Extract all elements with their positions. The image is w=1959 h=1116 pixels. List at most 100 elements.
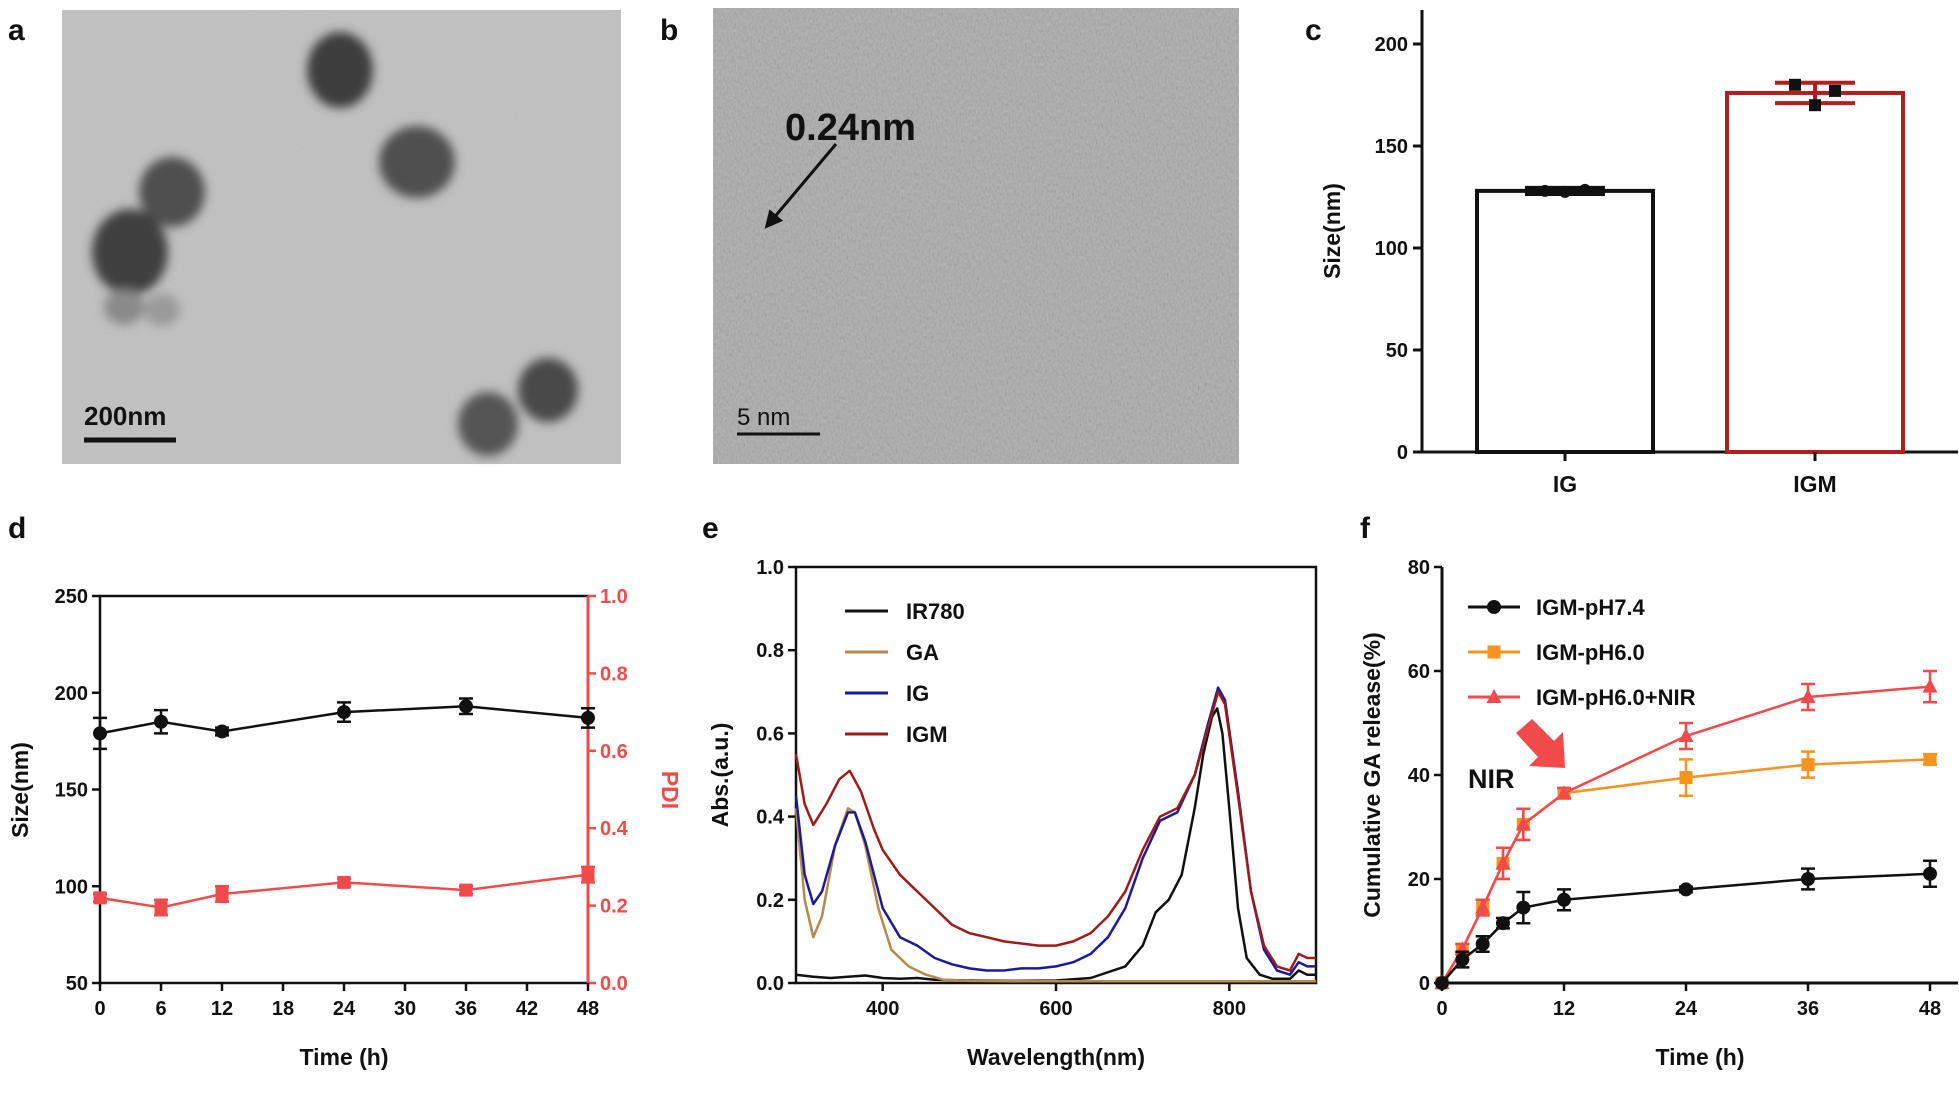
scale-bar-label-a: 200nm bbox=[84, 401, 166, 431]
point-igm-ph6-0-nir bbox=[1678, 728, 1694, 742]
panel-label-d: d bbox=[8, 512, 26, 545]
x-tick-label-d: 24 bbox=[333, 998, 356, 1020]
point-size bbox=[215, 724, 229, 739]
point-igm-ph7-4 bbox=[1475, 937, 1490, 951]
y-axis-label-d: Size(nm) bbox=[7, 742, 33, 838]
point-igm-ph6-0 bbox=[1801, 758, 1815, 772]
y-tick-label-e: 1.0 bbox=[756, 557, 784, 579]
spectrum-ir780 bbox=[795, 707, 1316, 983]
y-tick-label-f: 40 bbox=[1408, 765, 1430, 787]
scale-bar-label-b: 5 nm bbox=[737, 404, 790, 431]
panel-label-f: f bbox=[1360, 512, 1371, 545]
y-tick-label-e: 0.4 bbox=[756, 807, 785, 829]
point-igm-ph6-0-nir bbox=[1495, 855, 1511, 870]
point-igm-ph6-0-nir bbox=[1556, 785, 1572, 800]
x-tick-label-e: 600 bbox=[1039, 998, 1072, 1020]
panel-label-c: c bbox=[1305, 14, 1322, 47]
point-igm-ph6-0-nir bbox=[1922, 678, 1938, 693]
x-axis-label-f: Time (h) bbox=[1655, 1044, 1744, 1070]
y2-tick-label-d: 0.0 bbox=[600, 973, 628, 995]
x-tick-label-f: 36 bbox=[1797, 998, 1819, 1020]
y-tick-label-c: 100 bbox=[1375, 238, 1408, 260]
point-igm bbox=[1809, 99, 1821, 112]
point-igm-ph6-0-nir bbox=[1800, 689, 1816, 703]
tem-image-a: 200nm bbox=[62, 10, 621, 464]
x-tick-label-d: 30 bbox=[394, 998, 416, 1020]
y-tick-label-c: 50 bbox=[1386, 340, 1408, 362]
y-tick-label-e: 0.8 bbox=[756, 640, 784, 662]
point-pdi bbox=[459, 883, 473, 897]
nir-annotation-label: NIR bbox=[1468, 764, 1515, 794]
chart-f-release: 0 20 40 60 80 0 12 24 36 48 Time (h) Cumulative GA … bbox=[1359, 557, 1958, 1070]
legend-marker-igm-ph6-0 bbox=[1487, 645, 1501, 659]
point-pdi bbox=[154, 901, 168, 915]
legend-label-igm-ph6-0-nir: IGM-pH6.0+NIR bbox=[1536, 685, 1696, 710]
legend-label-ir780: IR780 bbox=[906, 599, 965, 624]
point-igm-ph7-4 bbox=[1496, 916, 1510, 931]
y-tick-label-d: 100 bbox=[55, 876, 88, 898]
point-igm-ph6-0 bbox=[1679, 771, 1693, 785]
x-tick-label-d: 48 bbox=[577, 998, 599, 1020]
point-ig bbox=[1539, 184, 1551, 197]
point-igm-ph6-0-nir bbox=[1475, 899, 1491, 914]
chart-c-size-bar: 0 50 100 150 200 Size(nm) IG IGM bbox=[1319, 10, 1958, 497]
panel-label-e: e bbox=[702, 512, 719, 545]
point-igm-ph7-4 bbox=[1455, 952, 1470, 967]
x-tick-label-d: 18 bbox=[272, 998, 294, 1020]
point-size bbox=[93, 726, 107, 741]
y2-tick-label-d: 0.4 bbox=[600, 818, 629, 840]
y-axis-label-e: Abs.(a.u.) bbox=[707, 723, 733, 828]
x-tick-label-f: 0 bbox=[1436, 998, 1447, 1020]
x-tick-label-d: 6 bbox=[155, 998, 166, 1020]
legend-label-igm-ph6-0: IGM-pH6.0 bbox=[1536, 640, 1645, 665]
x-tick-label-f: 48 bbox=[1919, 998, 1941, 1020]
y-tick-label-f: 80 bbox=[1408, 557, 1430, 579]
point-igm-ph6-0 bbox=[1923, 752, 1937, 766]
x-axis-label-d: Time (h) bbox=[299, 1044, 388, 1070]
legend-label-ig: IG bbox=[906, 681, 929, 706]
point-size bbox=[154, 714, 168, 729]
point-pdi bbox=[215, 887, 229, 901]
legend-label-igm: IGM bbox=[906, 722, 948, 747]
point-igm bbox=[1789, 78, 1801, 91]
y-tick-label-d: 150 bbox=[55, 780, 88, 802]
y-tick-label-e: 0.0 bbox=[756, 973, 784, 995]
point-size bbox=[337, 705, 351, 720]
y-tick-label-c: 150 bbox=[1375, 136, 1408, 158]
point-ig bbox=[1559, 185, 1571, 198]
y2-tick-label-d: 0.8 bbox=[600, 663, 628, 685]
legend-marker-igm-ph6-0-nir bbox=[1486, 689, 1502, 703]
y-tick-label-c: 200 bbox=[1375, 34, 1408, 56]
y-tick-label-e: 0.2 bbox=[756, 890, 784, 912]
y-tick-label-c: 0 bbox=[1397, 442, 1408, 464]
point-igm-ph7-4 bbox=[1923, 866, 1937, 881]
y-axis-label-c: Size(nm) bbox=[1319, 183, 1345, 279]
y-tick-label-d: 200 bbox=[55, 683, 88, 705]
plot-frame-d bbox=[98, 594, 590, 985]
panel-label-a: a bbox=[8, 14, 25, 47]
point-size bbox=[581, 710, 595, 725]
chart-e-absorbance: 0.0 0.2 0.4 0.6 0.8 1.0 400 600 800 Wavelength(nm… bbox=[707, 557, 1318, 1070]
y-tick-label-e: 0.6 bbox=[756, 723, 784, 745]
point-igm bbox=[1829, 84, 1841, 97]
x-tick-label-f: 24 bbox=[1675, 998, 1698, 1020]
y2-tick-label-d: 0.2 bbox=[600, 896, 628, 918]
legend-marker-igm-ph7-4 bbox=[1487, 600, 1501, 614]
y-tick-label-d: 50 bbox=[66, 973, 88, 995]
point-pdi bbox=[337, 875, 351, 889]
y-tick-label-f: 0 bbox=[1419, 973, 1430, 995]
lattice-spacing-label: 0.24nm bbox=[785, 107, 916, 149]
point-igm-ph7-4 bbox=[1801, 872, 1815, 886]
x-tick-label-f: 12 bbox=[1553, 998, 1575, 1020]
point-pdi bbox=[93, 891, 107, 905]
point-igm-ph6-0-nir bbox=[1515, 816, 1531, 831]
legend-label-igm-ph7-4: IGM-pH7.4 bbox=[1536, 595, 1646, 620]
point-igm-ph7-4 bbox=[1435, 976, 1449, 990]
y2-axis-label-d: PDI bbox=[657, 771, 683, 809]
spectrum-ga bbox=[794, 807, 1316, 983]
bar-ig bbox=[1475, 188, 1655, 454]
x-tick-label-d: 12 bbox=[211, 998, 233, 1020]
plot-frame-e bbox=[794, 565, 1318, 985]
nir-arrow bbox=[1516, 719, 1565, 768]
y-tick-label-f: 20 bbox=[1408, 869, 1430, 891]
